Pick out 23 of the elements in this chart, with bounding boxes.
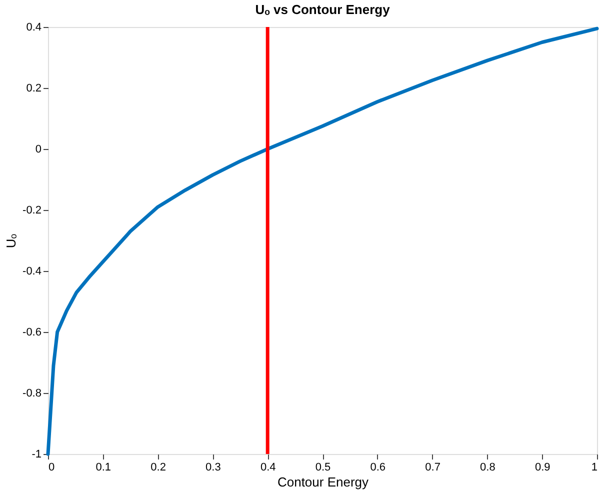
x-tick-label: 0 xyxy=(48,462,55,474)
x-axis-title: Contour Energy xyxy=(277,474,370,490)
chart-title: Uₒ vs Contour Energy xyxy=(255,2,391,17)
x-tick-label: 1 xyxy=(591,462,598,474)
x-tick-label: 0.1 xyxy=(96,462,112,474)
line-series xyxy=(46,26,599,456)
y-tick-label: -1 xyxy=(32,448,42,460)
y-tick-label: -0.4 xyxy=(22,266,42,278)
y-tick-label: 0.4 xyxy=(26,22,42,34)
x-tick-label: 0.3 xyxy=(206,462,221,474)
y-tick-label: -0.2 xyxy=(22,204,42,216)
x-tick-label: 0.7 xyxy=(425,462,440,474)
x-tick-label: 0.9 xyxy=(534,462,550,474)
y-tick-label: 0 xyxy=(35,144,42,156)
x-tick-label: 0.5 xyxy=(315,462,331,474)
y-tick-label: -0.6 xyxy=(22,326,42,338)
y-tick-label: 0.2 xyxy=(26,82,42,94)
x-tick-label: 0.2 xyxy=(150,462,166,474)
y-tick-label: -0.8 xyxy=(22,388,42,400)
x-tick-label: 0.8 xyxy=(480,462,496,474)
x-tick-label: 0.6 xyxy=(370,462,386,474)
y-axis-title: Uₒ xyxy=(4,234,19,248)
x-tick-label: 0.4 xyxy=(260,462,276,474)
